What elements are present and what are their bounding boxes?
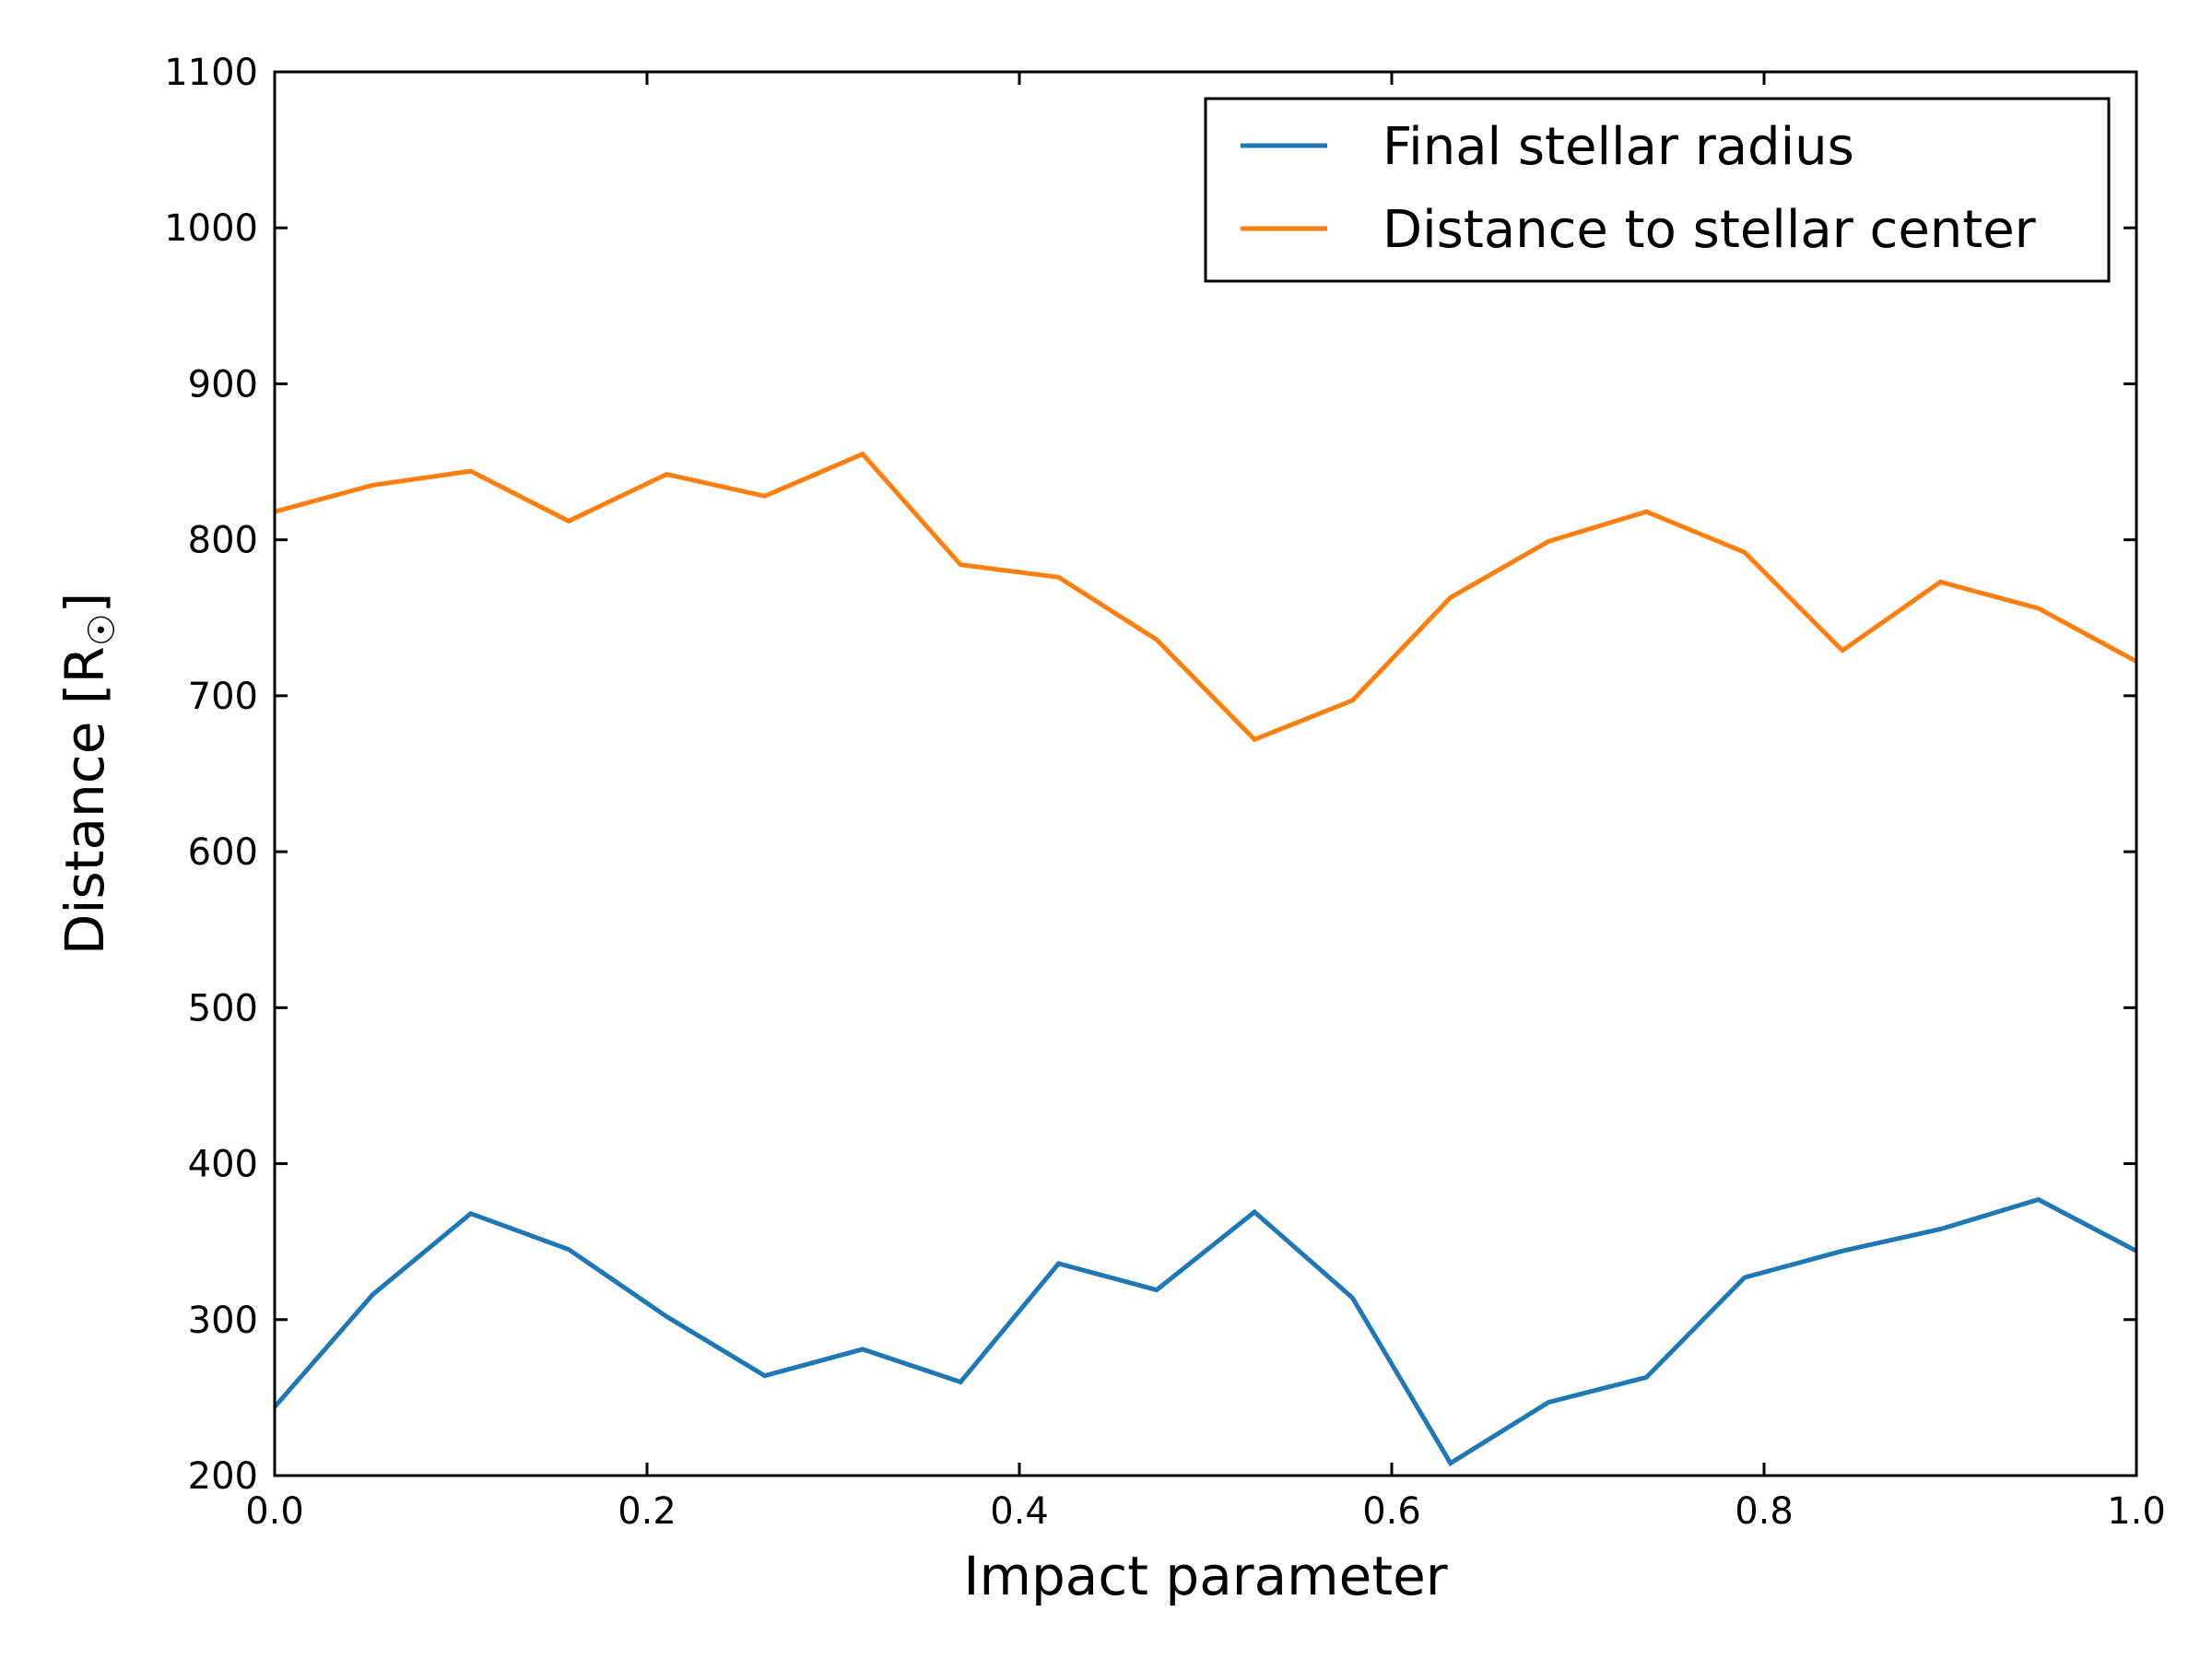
y-tick-label: 500 xyxy=(188,987,258,1030)
y-axis-label-close: ] xyxy=(53,593,116,614)
y-axis-label-text: Distance [R xyxy=(53,646,116,955)
y-tick-label: 1000 xyxy=(164,207,258,250)
series-line-final-stellar-radius xyxy=(273,1196,2138,1466)
y-tick-label: 200 xyxy=(188,1455,258,1498)
x-tick-label: 1.0 xyxy=(2107,1490,2166,1533)
y-tick-label: 800 xyxy=(188,520,258,562)
x-axis-label: Impact parameter xyxy=(963,1545,1447,1607)
y-tick-label: 600 xyxy=(188,831,258,874)
x-tick-label: 0.6 xyxy=(1362,1490,1421,1533)
svg-text:Distance [R☉]: Distance [R☉] xyxy=(53,593,124,955)
x-tick-label: 0.8 xyxy=(1735,1490,1794,1533)
legend: Final stellar radius Distance to stellar… xyxy=(1204,97,2111,283)
legend-box xyxy=(1204,97,2111,283)
x-tick-label: 0.2 xyxy=(618,1490,677,1533)
series-layer xyxy=(273,451,2138,1466)
series-line-distance-to-stellar-center xyxy=(274,451,2138,743)
tick-layer: 0.0 0.2 0.4 0.6 0.8 1.0 200 300 400 500 600 700 800 9… xyxy=(164,52,2166,1533)
y-axis-label: Distance [R☉] xyxy=(53,593,124,955)
x-tick-label: 0.4 xyxy=(990,1490,1049,1533)
plot-area-frame xyxy=(273,70,2138,1477)
x-tick-label: 0.0 xyxy=(245,1490,304,1533)
y-tick-label: 900 xyxy=(188,363,258,406)
y-axis-label-subscript: ☉ xyxy=(81,613,124,646)
y-tick-label: 700 xyxy=(188,676,258,718)
legend-label-distance-to-stellar-center: Distance to stellar center xyxy=(1382,200,2037,260)
y-tick-label: 1100 xyxy=(164,52,258,94)
legend-label-final-stellar-radius: Final stellar radius xyxy=(1382,117,1854,177)
y-tick-label: 300 xyxy=(188,1300,258,1342)
y-tick-label: 400 xyxy=(188,1144,258,1186)
